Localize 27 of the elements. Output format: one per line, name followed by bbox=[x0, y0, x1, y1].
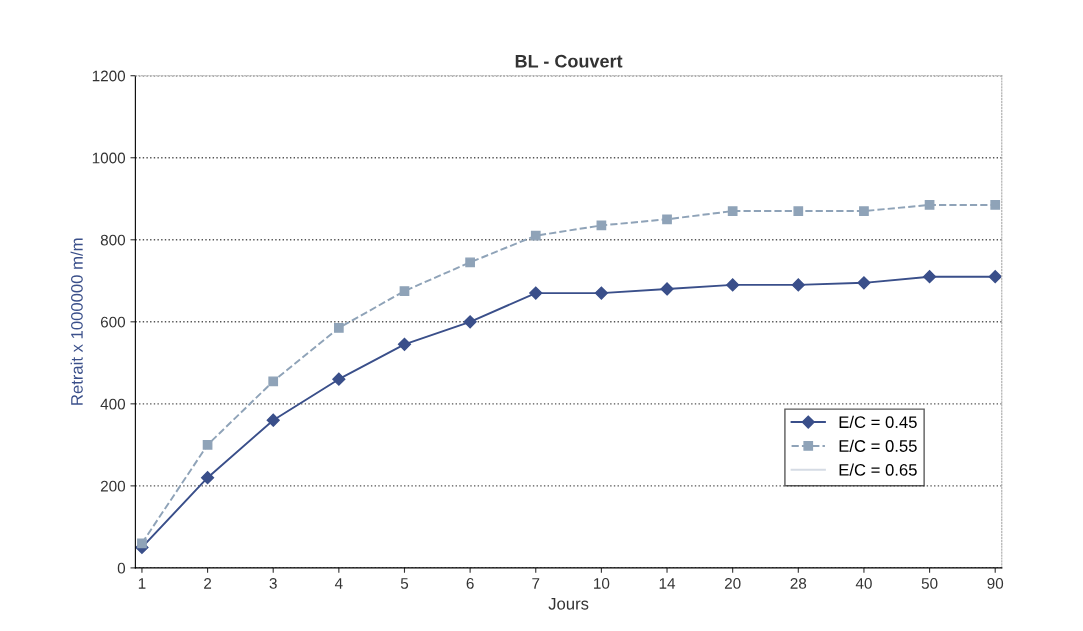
y-tick-label: 200 bbox=[100, 480, 126, 492]
x-tick-label: 28 bbox=[790, 578, 807, 589]
x-tick-label: 90 bbox=[987, 578, 1004, 589]
x-tick-label: 4 bbox=[334, 578, 343, 589]
legend-label: E/C = 0.55 bbox=[839, 439, 917, 452]
x-tick-label: 3 bbox=[269, 578, 277, 589]
x-tick-label: 14 bbox=[659, 578, 676, 589]
y-tick-label: 1200 bbox=[92, 70, 126, 82]
x-tick-label: 7 bbox=[532, 578, 540, 589]
y-tick-label: 1000 bbox=[92, 152, 126, 164]
x-tick-label: 2 bbox=[204, 578, 212, 589]
legend-label: E/C = 0.65 bbox=[839, 463, 917, 476]
x-axis-title: Jours bbox=[548, 598, 589, 610]
y-tick-label: 400 bbox=[100, 398, 126, 410]
legend-label: E/C = 0.45 bbox=[839, 415, 917, 429]
y-tick-label: 0 bbox=[117, 562, 126, 574]
x-tick-label: 10 bbox=[594, 578, 610, 589]
y-tick-label: 800 bbox=[100, 234, 126, 246]
x-tick-label: 50 bbox=[921, 578, 938, 589]
x-tick-label: 40 bbox=[855, 578, 872, 589]
x-tick-label: 20 bbox=[724, 578, 741, 589]
y-axis-title: Retrait x 1000000 m/m bbox=[70, 238, 83, 405]
x-tick-label: 5 bbox=[400, 578, 409, 589]
chart-title: BL - Couvert bbox=[515, 54, 623, 68]
x-tick-label: 1 bbox=[138, 578, 146, 589]
y-tick-label: 600 bbox=[100, 316, 126, 328]
x-tick-label: 6 bbox=[466, 578, 474, 589]
